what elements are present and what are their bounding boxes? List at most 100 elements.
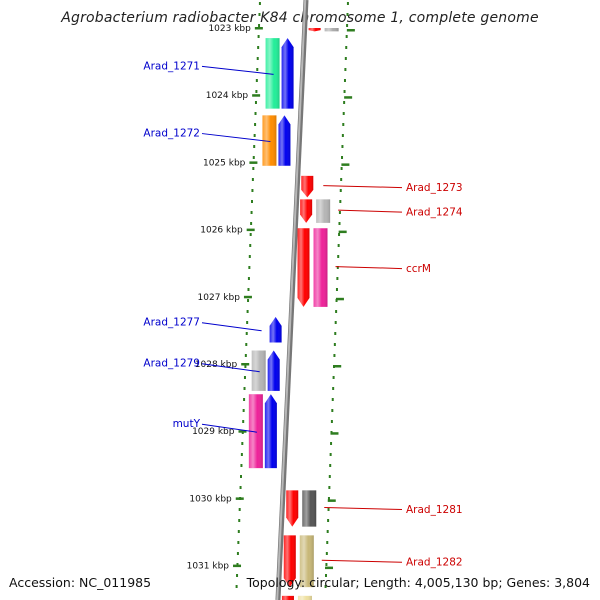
left-guide-dots — [242, 420, 245, 423]
kbp-tick — [241, 363, 250, 366]
gene-label-leader — [324, 506, 403, 510]
kbp-label: 1024 kbp — [206, 91, 249, 101]
gene-shading — [313, 228, 328, 307]
right-guide-dots — [342, 123, 345, 126]
left-guide-dots — [244, 365, 247, 368]
left-guide-dots — [244, 354, 247, 357]
kbp-label: 1023 kbp — [208, 24, 251, 34]
left-guide-dots — [250, 222, 253, 225]
left-guide-dots — [247, 299, 250, 302]
gene-shading — [324, 28, 339, 32]
kbp-tick-right — [327, 499, 336, 502]
right-guide-dots — [330, 442, 333, 445]
right-guide-dots — [339, 189, 342, 192]
left-guide-dots — [257, 35, 260, 38]
left-guide-dots — [246, 321, 249, 324]
right-guide-dots — [335, 288, 338, 291]
right-guide-dots — [326, 530, 329, 533]
right-guide-dots — [343, 90, 346, 93]
kbp-tick — [249, 161, 258, 164]
gene-label: Arad_1281 — [406, 504, 463, 516]
right-guide-dots — [341, 145, 344, 148]
kbp-tick — [252, 94, 261, 97]
left-guide-dots — [252, 156, 255, 159]
kbp-tick — [246, 228, 255, 232]
right-guide-dots — [333, 354, 336, 357]
left-guide-dots — [256, 68, 259, 71]
gene-shading — [297, 595, 312, 600]
gene-g-ccrM: ccrM — [313, 228, 431, 307]
right-guide-dots — [338, 233, 341, 236]
left-guide-dots — [257, 46, 260, 49]
right-guide-dots — [346, 2, 349, 5]
kbp-tick — [254, 27, 263, 30]
gene-shading — [267, 350, 280, 391]
right-guide-dots — [337, 255, 340, 258]
right-guide-dots — [342, 112, 345, 115]
kbp-tick — [243, 295, 252, 299]
left-guide-dots — [240, 464, 243, 467]
gene-g-1271-a — [265, 38, 280, 109]
gene-shading — [264, 394, 277, 469]
right-guide-dots — [328, 475, 331, 478]
gene-g-1271: Arad_1271 — [143, 38, 294, 109]
gene-label-leader — [335, 266, 403, 270]
gene-shading — [297, 228, 310, 307]
left-guide-dots — [241, 442, 244, 445]
right-guide-dots — [324, 574, 327, 577]
right-guide-dots — [346, 13, 349, 16]
right-guide-dots — [332, 376, 335, 379]
left-guide-dots — [258, 24, 261, 27]
gene-g-1282-a — [283, 535, 296, 588]
left-guide-dots — [242, 409, 245, 412]
left-guide-dots — [250, 211, 253, 214]
right-guide-dots — [327, 508, 330, 511]
right-guide-dots — [331, 398, 334, 401]
kbp-label: 1029 kbp — [192, 427, 235, 437]
right-guide-dots — [326, 541, 329, 544]
gene-g-bot-a — [281, 595, 294, 600]
left-guide-dots — [245, 343, 248, 346]
right-guide-dots — [336, 266, 339, 269]
backbone-highlight — [276, 0, 307, 600]
right-guide-dots — [340, 167, 343, 170]
left-guide-dots — [235, 585, 238, 588]
kbp-tick-right — [335, 297, 344, 301]
left-guide-dots — [243, 376, 246, 379]
gene-shading — [308, 28, 321, 32]
kbp-tick — [235, 497, 244, 500]
gene-label-leader — [201, 423, 257, 433]
gene-label: mutY — [173, 418, 201, 430]
left-guide-dots — [254, 112, 257, 115]
right-guide-dots — [329, 453, 332, 456]
left-guide-dots — [255, 90, 258, 93]
left-guide-dots — [253, 134, 256, 137]
gene-g-1281-a — [286, 490, 299, 527]
kbp-label: 1028 kbp — [195, 360, 238, 370]
kbp-label: 1031 kbp — [187, 562, 230, 572]
right-guide-dots — [332, 387, 335, 390]
gene-shading — [262, 115, 277, 166]
gene-g-ccrM-a — [297, 228, 310, 307]
right-guide-dots — [344, 57, 347, 60]
left-guide-dots — [258, 13, 261, 16]
kbp-label: 1025 kbp — [203, 158, 246, 168]
left-guide-dots — [243, 398, 246, 401]
right-guide-dots — [339, 200, 342, 203]
gene-shading — [278, 115, 291, 166]
gene-shading — [269, 316, 282, 343]
left-guide-dots — [237, 541, 240, 544]
gene-label: Arad_1282 — [406, 557, 463, 569]
left-guide-dots — [256, 57, 259, 60]
map-title: Agrobacterium radiobacter K84 chromosome… — [61, 10, 539, 26]
right-guide-dots — [327, 519, 330, 522]
right-guide-dots — [333, 343, 336, 346]
left-guide-dots — [253, 145, 256, 148]
gene-g-1272-a — [262, 115, 277, 166]
left-guide-dots — [237, 530, 240, 533]
gene-shading — [265, 38, 280, 109]
right-guide-dots — [325, 563, 328, 566]
gene-g-1281: Arad_1281 — [302, 490, 463, 527]
left-guide-dots — [251, 178, 254, 181]
gene-g-1279: Arad_1279 — [143, 350, 280, 391]
